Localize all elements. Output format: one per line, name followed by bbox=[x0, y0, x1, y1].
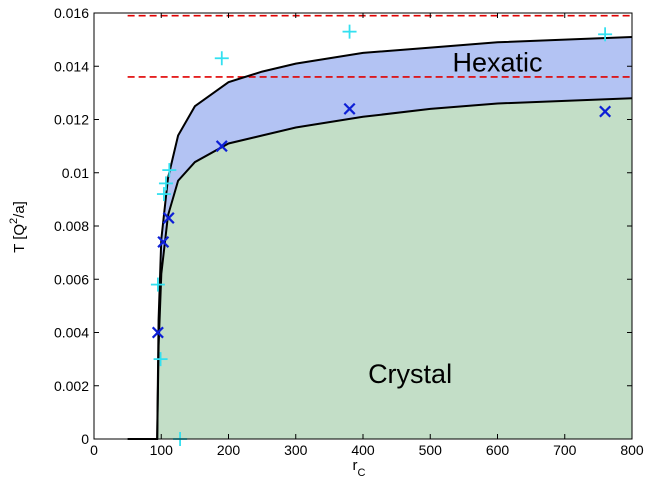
y-axis-label-end: /a] bbox=[11, 201, 28, 218]
plus-marker-1 bbox=[150, 277, 165, 292]
region-labels-layer: Hexatic Crystal bbox=[368, 48, 542, 390]
y-axis-label-main: T [Q bbox=[11, 224, 28, 253]
y-tick-label: 0.008 bbox=[54, 218, 89, 234]
y-tick-label: 0.016 bbox=[54, 5, 89, 21]
hexatic-label: Hexatic bbox=[452, 48, 542, 78]
plus-marker-4 bbox=[158, 176, 173, 191]
x-tick-label: 100 bbox=[150, 442, 174, 458]
y-tick-label: 0.014 bbox=[54, 58, 89, 74]
plus-marker-3 bbox=[156, 187, 171, 202]
crystal-region bbox=[157, 98, 632, 439]
y-tick-label: 0.01 bbox=[62, 165, 89, 181]
x-tick-label: 0 bbox=[90, 442, 98, 458]
y-tick-label: 0.006 bbox=[54, 271, 89, 287]
y-tick-label: 0.012 bbox=[54, 112, 89, 128]
lower-boundary-curve bbox=[156, 97, 633, 440]
ticks-layer: 0 100 200 300 400 500 600 700 800 0 0.002 0.004 0.00… bbox=[54, 5, 644, 458]
x-tick-label: 500 bbox=[419, 442, 443, 458]
markers-layer bbox=[150, 24, 613, 446]
y-axis-label-sup: 2 bbox=[8, 218, 20, 224]
x-tick-label: 300 bbox=[284, 442, 308, 458]
x-axis-label-sub: C bbox=[358, 467, 366, 479]
y-tick-label: 0.004 bbox=[54, 325, 89, 341]
upper-boundary-curve bbox=[127, 36, 633, 440]
x-tick-label: 200 bbox=[217, 442, 241, 458]
x-tick-label: 400 bbox=[351, 442, 375, 458]
cross-marker-5 bbox=[343, 102, 356, 115]
reference-lines-layer bbox=[127, 14, 632, 78]
plus-marker-7 bbox=[214, 51, 229, 66]
x-axis-label: rC bbox=[353, 457, 366, 479]
cross-marker-6 bbox=[599, 105, 612, 118]
x-axis-label-main: r bbox=[353, 457, 358, 474]
plus-marker-9 bbox=[598, 27, 613, 42]
plus-marker-8 bbox=[342, 24, 357, 39]
crystal-label: Crystal bbox=[368, 359, 452, 389]
cross-marker-4 bbox=[215, 140, 228, 153]
cross-marker-3 bbox=[162, 212, 175, 224]
y-tick-label: 0.002 bbox=[54, 378, 89, 394]
plus-marker-5 bbox=[162, 163, 177, 178]
cross-marker-2 bbox=[157, 235, 170, 248]
y-tick-label: 0 bbox=[81, 431, 89, 447]
y-axis-label: T [Q2/a] bbox=[8, 201, 28, 253]
x-tick-label: 800 bbox=[620, 442, 644, 458]
x-tick-label: 700 bbox=[553, 442, 577, 458]
x-tick-label: 600 bbox=[486, 442, 510, 458]
plus-marker-2 bbox=[153, 352, 168, 367]
cross-marker-1 bbox=[151, 326, 164, 339]
phase-boundaries-layer bbox=[127, 36, 633, 440]
